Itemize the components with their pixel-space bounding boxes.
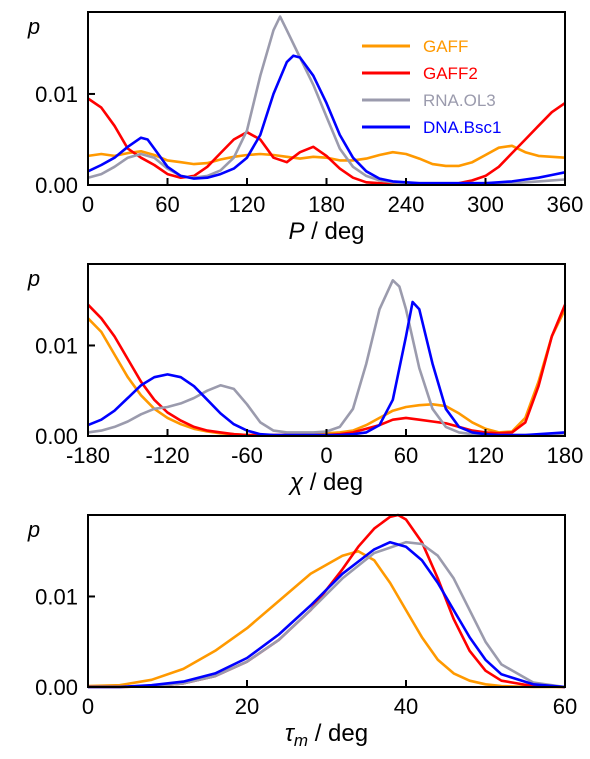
x-tick-label: 0 <box>82 694 94 719</box>
legend: GAFF GAFF2 RNA.OL3 DNA.Bsc1 <box>362 37 501 137</box>
x-tick-label: 180 <box>547 443 584 468</box>
series-group <box>87 15 566 186</box>
series-line-gaff <box>87 308 567 437</box>
x-tick-label: 60 <box>155 192 179 217</box>
x-tick-label: -120 <box>145 443 189 468</box>
x-tick-label: 40 <box>394 694 418 719</box>
series-line-dna-bsc1 <box>87 54 566 185</box>
series-line-gaff <box>87 144 566 168</box>
legend-label: RNA.OL3 <box>423 91 496 110</box>
x-axis-label: τm / deg <box>285 720 368 750</box>
x-tick-label: 60 <box>553 694 577 719</box>
legend-label: DNA.Bsc1 <box>423 118 501 137</box>
x-axis-label: P / deg <box>288 218 364 245</box>
series-line-dna-bsc1 <box>88 540 566 689</box>
y-tick-label: 0.00 <box>35 424 78 449</box>
legend-label: GAFF <box>423 37 468 56</box>
x-tick-label: 180 <box>308 192 345 217</box>
x-axis-label: χ / deg <box>288 469 363 496</box>
x-tick-label: 300 <box>467 192 504 217</box>
y-tick-label: 0.01 <box>35 82 78 107</box>
y-axis-label: p <box>27 14 40 39</box>
series-line-gaff <box>87 549 565 689</box>
x-tick-label: 0 <box>320 443 332 468</box>
panel-2: -180 -120 -60 0 60 120 180 0.00 0.01 p χ / deg <box>27 263 584 496</box>
plot-frame <box>87 514 566 688</box>
panel-3: 0 20 40 60 0.00 0.01 p τm / deg <box>27 513 577 750</box>
x-tick-label: 120 <box>229 192 266 217</box>
series-line-gaff2 <box>87 97 566 186</box>
series-line-gaff2 <box>87 303 567 437</box>
x-tick-label: 0 <box>82 192 94 217</box>
series-line-rna-ol3 <box>88 540 566 689</box>
y-tick-label: 0.00 <box>35 173 78 198</box>
series-group <box>87 279 567 437</box>
x-tick-label: -60 <box>231 443 263 468</box>
series-group <box>87 513 566 689</box>
x-tick-label: 360 <box>547 192 584 217</box>
x-tick-label: 60 <box>394 443 418 468</box>
y-tick-label: 0.00 <box>35 675 78 700</box>
y-axis-label: p <box>27 266 40 291</box>
y-tick-label: 0.01 <box>35 584 78 609</box>
plot-frame <box>87 263 566 437</box>
x-tick-label: -180 <box>66 443 110 468</box>
y-axis-label: p <box>27 517 40 542</box>
y-tick-label: 0.01 <box>35 333 78 358</box>
x-tick-label: 120 <box>467 443 504 468</box>
x-tick-label: 240 <box>388 192 425 217</box>
series-line-dna-bsc1 <box>87 300 566 437</box>
x-tick-label: 20 <box>235 694 259 719</box>
series-line-gaff2 <box>88 513 566 689</box>
legend-label: GAFF2 <box>423 64 478 83</box>
